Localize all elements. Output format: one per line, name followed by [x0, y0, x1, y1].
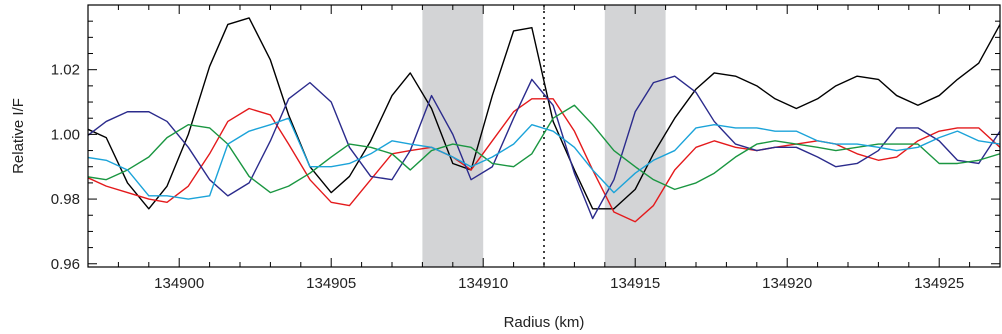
x-axis-label: Radius (km) — [504, 314, 585, 331]
shaded-regions — [422, 5, 666, 267]
y-axis-label: Relative I/F — [10, 98, 27, 174]
x-tick-label: 134925 — [914, 275, 964, 292]
series-line-3 — [88, 75, 1000, 220]
x-tick-label: 134905 — [306, 275, 356, 292]
y-tick-label: 0.96 — [51, 256, 80, 273]
series-line-5 — [88, 117, 1000, 200]
y-ticks: 0.96 0.98 1.00 1.02 — [51, 4, 1000, 273]
series-line-1 — [88, 17, 1000, 210]
x-tick-label: 134910 — [458, 275, 508, 292]
y-tick-label: 1.02 — [51, 62, 80, 79]
x-tick-label: 134900 — [154, 275, 204, 292]
x-tick-label: 134915 — [610, 275, 660, 292]
series-line-4 — [88, 104, 1000, 194]
x-ticks: 134900 134905 134910 134915 134920 134925 — [87, 5, 1001, 292]
x-tick-label: 134920 — [762, 275, 812, 292]
y-tick-label: 1.00 — [51, 126, 80, 143]
shaded-region-2 — [604, 5, 666, 267]
series-lines — [88, 17, 1000, 223]
y-tick-label: 0.98 — [51, 191, 80, 208]
